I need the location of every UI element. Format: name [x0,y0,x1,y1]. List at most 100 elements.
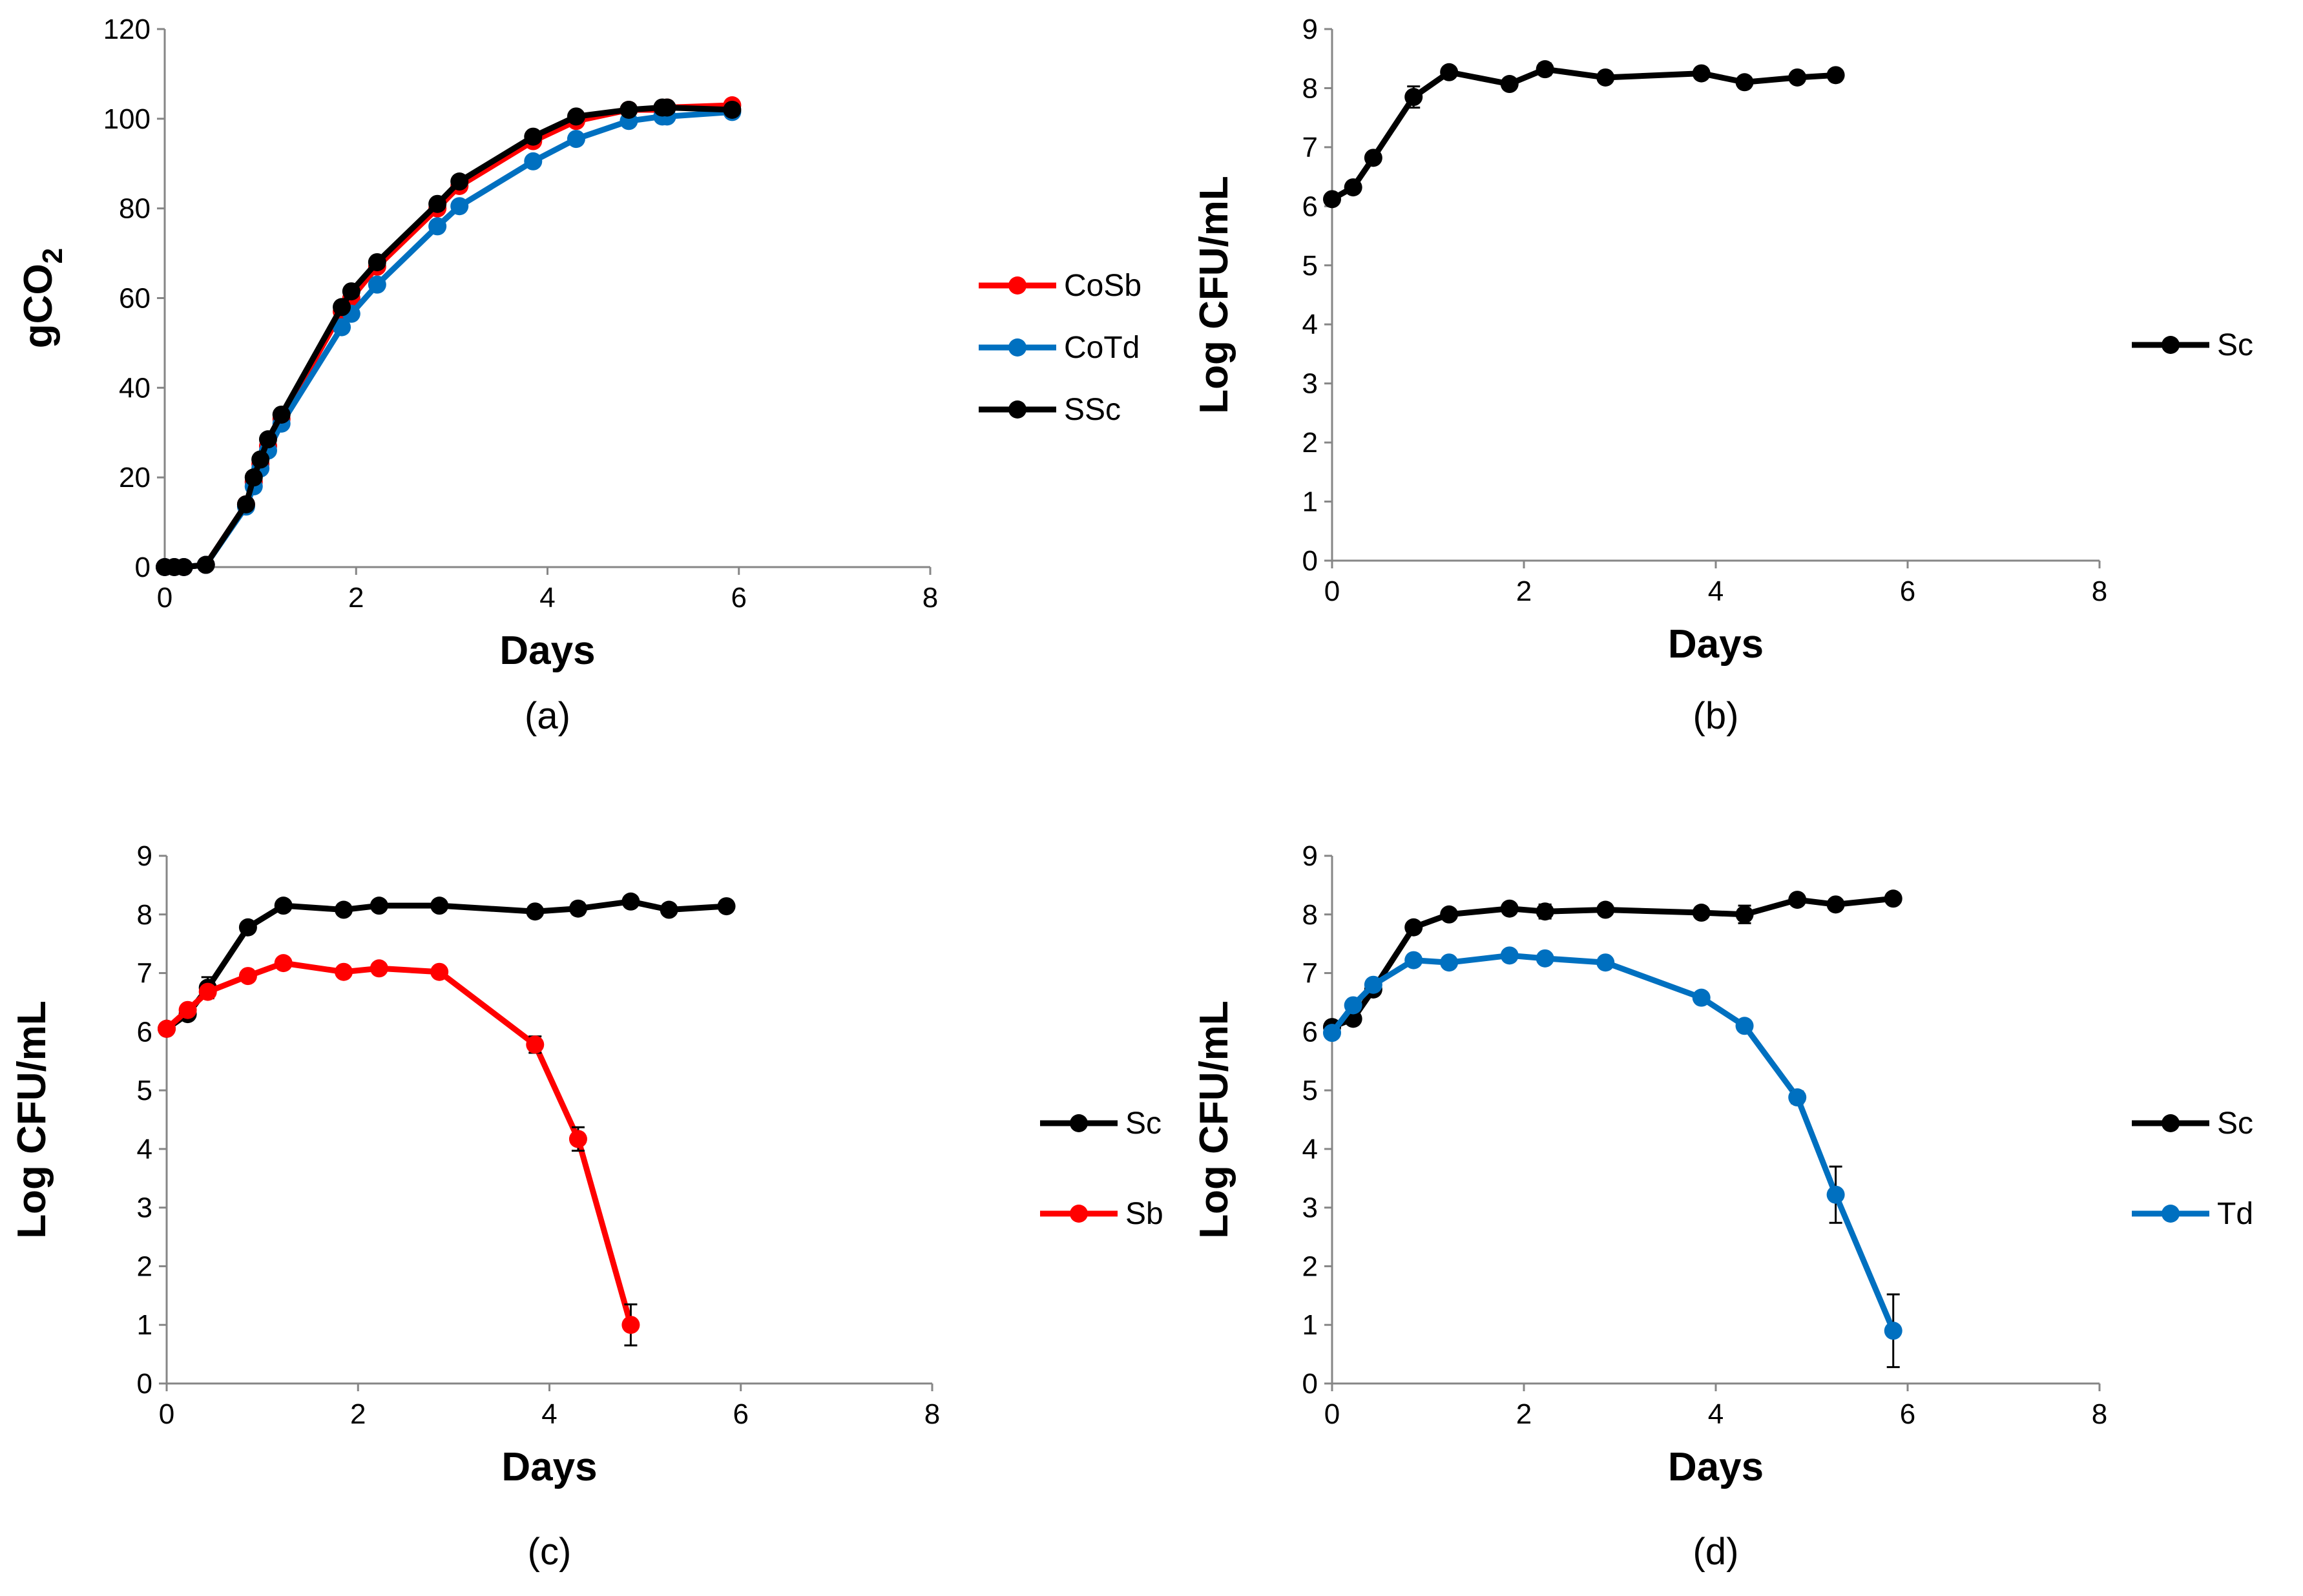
legend-label: Sc [1125,1106,1162,1141]
data-point-Td [1692,988,1711,1007]
y-tick-label: 7 [1302,132,1318,163]
y-tick-label: 9 [137,840,152,872]
data-point-Sc [1404,918,1423,937]
x-tick-label: 4 [1708,1398,1724,1430]
data-point-SSc [723,100,742,119]
legend-item-CoTd: CoTd [979,331,1140,365]
y-tick-label: 4 [1302,309,1318,340]
data-point-Sc [1735,905,1754,924]
legend-marker [1008,338,1026,357]
data-point-Td [1500,946,1519,965]
data-point-Sc [1596,68,1615,87]
y-axis-label: gCO2 [16,248,68,348]
x-axis-label: Days [1668,622,1764,667]
data-point-SSc [258,430,277,449]
data-point-Sb [178,1000,197,1019]
data-point-Td [1536,949,1554,968]
y-tick-label: 7 [1302,958,1318,990]
data-point-SSc [342,282,360,301]
data-point-Sc [1596,900,1615,919]
data-point-Td [1826,1185,1845,1204]
y-tick-label: 9 [1302,840,1318,872]
y-tick-label: 1 [1302,1309,1318,1341]
y-tick-label: 6 [1302,1016,1318,1048]
y-tick-label: 6 [1302,191,1318,222]
legend-label: SSc [1064,393,1121,427]
x-tick-label: 2 [350,1398,366,1430]
data-point-SSc [450,172,469,191]
data-point-Td [1735,1017,1754,1035]
legend-marker [1070,1114,1088,1132]
x-tick-label: 4 [541,1398,557,1430]
y-axis-label: Log CFU/mL [1192,1000,1236,1239]
y-tick-label: 9 [1302,14,1318,45]
data-point-SSc [658,98,676,117]
data-point-Td [1788,1088,1807,1107]
legend-item-CoSb: CoSb [979,269,1141,303]
x-tick-label: 8 [922,582,938,614]
data-point-Sb [198,982,217,1001]
panel-caption: (d) [1693,1531,1739,1573]
data-point-SSc [620,100,638,119]
y-tick-label: 2 [137,1250,152,1282]
y-tick-label: 3 [1302,368,1318,400]
data-point-SSc [333,298,351,316]
data-point-Td [1440,953,1459,972]
data-point-Sc [1500,899,1519,918]
legend-item-Sc: Sc [2132,1106,2253,1141]
legend-marker [1008,400,1026,419]
y-tick-label: 8 [1302,899,1318,931]
data-point-SSc [251,450,270,469]
y-tick-label: 1 [137,1309,152,1341]
y-tick-label: 5 [1302,1075,1318,1106]
y-tick-label: 2 [1302,1250,1318,1282]
legend-label: CoTd [1064,331,1140,365]
y-tick-label: 40 [119,372,151,404]
y-tick-label: 60 [119,283,151,315]
y-tick-label: 20 [119,462,151,493]
data-point-Sb [335,962,353,981]
chart-panel-b: 0 1 2 3 4 5 6 7 8 9 0 2 4 6 8 Days Log CFU/mL (b) Sc [1192,14,2253,737]
x-tick-label: 0 [1324,575,1340,607]
panel-caption: (c) [528,1531,572,1573]
data-point-Sc [1404,88,1423,107]
data-point-Sc [274,896,293,915]
y-tick-label: 7 [137,958,152,990]
y-tick-label: 100 [103,103,151,135]
y-tick-label: 0 [137,1368,152,1400]
data-point-Sc [238,918,257,937]
data-point-Sc [1364,149,1382,167]
data-point-SSc [368,253,386,271]
data-point-SSc [428,194,447,213]
y-tick-label: 80 [119,193,151,225]
data-point-CoTd [368,275,386,294]
data-point-CoTd [333,318,351,337]
data-point-Sc [1536,60,1554,79]
y-tick-label: 0 [1302,1368,1318,1400]
panel-caption: (a) [525,695,570,737]
x-tick-label: 4 [539,582,555,614]
data-point-SSc [567,107,585,126]
data-point-SSc [524,127,543,146]
y-tick-label: 120 [103,14,151,45]
series-Sb [158,954,640,1347]
data-point-Sc [1826,66,1845,85]
y-tick-label: 0 [135,552,151,583]
legend-marker [2162,336,2180,354]
chart-panel-c: 0 1 2 3 4 5 6 7 8 9 0 2 4 6 8 Days Log CFU/mL (c) Sc Sb [10,840,1163,1573]
legend-marker [1008,276,1026,295]
x-tick-label: 2 [348,582,364,614]
x-tick-label: 4 [1708,575,1724,607]
data-point-SSc [174,558,193,576]
y-axis-label: Log CFU/mL [1192,176,1236,414]
data-point-Sc [660,900,678,919]
x-tick-label: 8 [924,1398,940,1430]
y-tick-label: 5 [1302,250,1318,282]
data-point-Sc [1788,891,1807,909]
data-point-SSc [244,468,263,487]
y-tick-label: 6 [137,1016,152,1048]
data-point-Sc [717,897,736,916]
data-point-Sc [1788,68,1807,87]
y-tick-label: 5 [137,1075,152,1106]
